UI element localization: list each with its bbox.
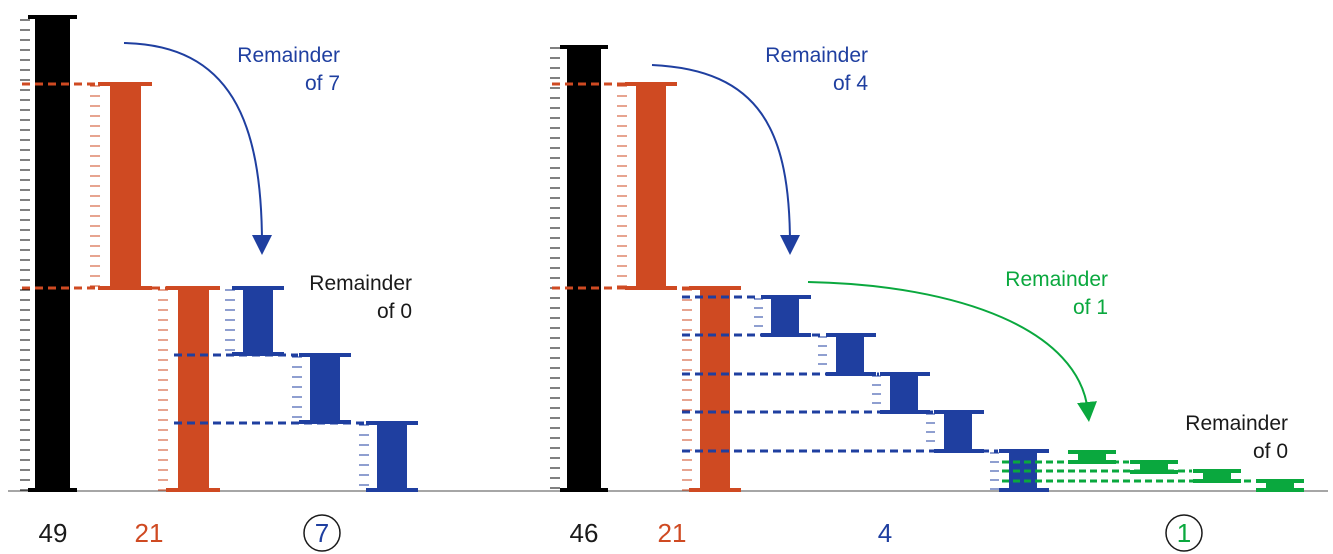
bar-4-2 [826,333,876,376]
label-remainder-7-line2: of 7 [305,72,340,95]
value-gcd-7: 7 [315,518,329,548]
label-remainder-1-line2: of 1 [1073,296,1108,319]
label-remainder-4-line2: of 4 [833,72,868,95]
bar-21-left-bottom [166,286,220,492]
gcd-circle-left [303,514,341,552]
bar-4-4 [934,410,984,453]
value-21-right: 21 [658,518,687,548]
bar-21-right-bottom [689,286,741,492]
value-49: 49 [39,518,68,548]
arrow-remainder-1 [807,281,1097,422]
bar-1-2 [1130,460,1178,474]
value-4: 4 [878,518,892,548]
label-remainder-4-line1: Remainder [765,44,868,67]
left-panel: Remainder of 7 Remainder of 0 49 21 7 [22,15,418,552]
label-remainder-0-right-line2: of 0 [1253,440,1288,463]
bar-49-left [28,15,77,492]
arrow-remainder-4 [651,64,800,255]
label-remainder-0-left-line2: of 0 [377,300,412,323]
value-gcd-1: 1 [1177,518,1191,548]
bar-46 [560,45,608,492]
right-panel: Remainder of 4 Remainder of 1 Remainder … [552,44,1304,552]
arrow-remainder-7 [123,42,272,255]
bar-21-right-top [625,82,677,290]
value-46: 46 [570,518,599,548]
label-remainder-7-line1: Remainder [237,44,340,67]
bar-21-left-top [98,82,152,290]
value-21-left: 21 [135,518,164,548]
label-remainder-0-left-line1: Remainder [309,272,412,295]
bar-1-4 [1256,479,1304,492]
bar-7-left-3 [366,421,418,492]
bar-4-1 [761,295,811,337]
bar-7-left-1 [232,286,284,356]
bar-7-left-2 [299,353,351,424]
gcd-circle-right [1165,514,1203,552]
label-remainder-1-line1: Remainder [1005,268,1108,291]
label-remainder-0-right-line1: Remainder [1185,412,1288,435]
bar-4-3 [880,372,930,414]
